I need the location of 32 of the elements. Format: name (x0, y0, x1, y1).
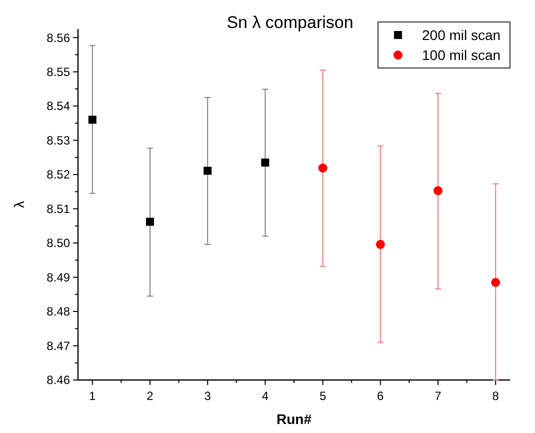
y-tick-label: 8.49 (46, 270, 70, 284)
point (376, 240, 385, 249)
y-tick-label: 8.48 (46, 304, 70, 319)
x-tick-label: 3 (204, 389, 212, 403)
x-axis-title: Run# (276, 411, 312, 427)
chart-title: Sn λ comparison (226, 13, 354, 32)
legend-label: 100 mil scan (422, 46, 501, 63)
x-tick-label: 4 (262, 389, 269, 403)
y-tick-label: 8.52 (46, 168, 70, 182)
y-tick-label: 8.53 (46, 133, 70, 148)
point (318, 164, 328, 173)
x-tick-label: 1 (89, 389, 96, 403)
x-tick-label: 7 (434, 389, 442, 403)
legend-label: 200 mil scan (422, 26, 501, 43)
point (88, 116, 96, 124)
x-tick-label: 6 (377, 389, 384, 403)
point (204, 166, 212, 175)
y-tick-label: 8.46 (46, 373, 70, 388)
y-tick-label: 8.50 (46, 236, 70, 250)
y-tick-label: 8.55 (46, 65, 70, 80)
y-tick-label: 8.47 (46, 338, 70, 353)
point (146, 218, 154, 226)
x-tick-label: 5 (319, 389, 326, 403)
y-tick-label: 8.51 (46, 202, 70, 216)
y-axis-title: λ (11, 201, 27, 208)
x-tick-label: 8 (492, 389, 500, 403)
y-tick-label: 8.56 (46, 30, 70, 45)
point (261, 158, 270, 167)
x-tick-label: 2 (146, 389, 154, 403)
point (491, 278, 500, 287)
y-tick-label: 8.54 (46, 99, 70, 114)
point (434, 186, 442, 196)
